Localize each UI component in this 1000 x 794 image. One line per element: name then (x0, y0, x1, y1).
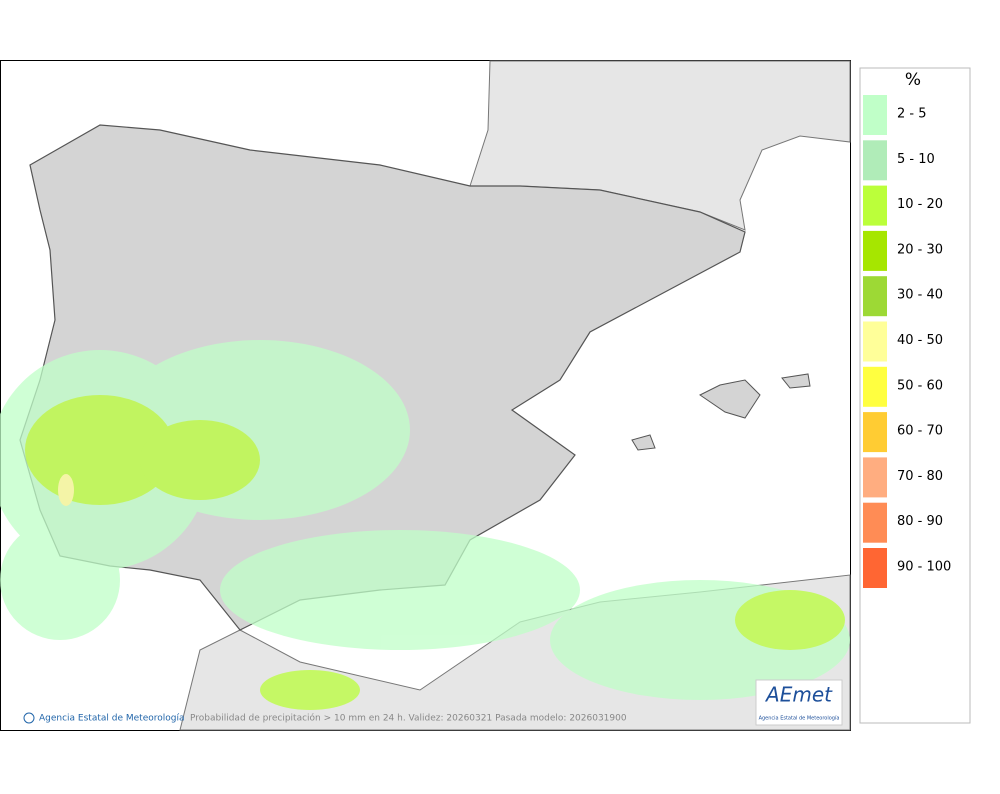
legend-swatch (863, 457, 887, 498)
legend-swatch (863, 412, 887, 453)
precip-area (220, 530, 580, 650)
precipitation-areas (0, 340, 850, 710)
legend-swatch (863, 230, 887, 271)
legend-swatch (863, 276, 887, 317)
legend-label: 70 - 80 (897, 469, 943, 484)
ibiza (631, 434, 656, 451)
legend-label: 80 - 90 (897, 514, 943, 529)
copyright-icon (23, 712, 35, 724)
legend-swatch (863, 502, 887, 543)
precip-area (140, 420, 260, 500)
logo-name: AEmet (764, 683, 833, 707)
logo-subtitle: Agencia Estatal de Meteorología (759, 715, 840, 722)
precip-area (260, 670, 360, 710)
precip-area (0, 520, 120, 640)
legend-swatch (863, 321, 887, 362)
legend-swatch (863, 366, 887, 407)
legend-swatch (863, 185, 887, 226)
legend-swatch (863, 95, 887, 135)
legend-items: 2 - 5 5 - 10 10 - 20 20 - 30 30 - 40 40 - 50 5… (863, 95, 951, 588)
legend-swatch (863, 548, 887, 588)
legend-label: 2 - 5 (897, 107, 927, 122)
mallorca (699, 379, 761, 419)
legend-label: 90 - 100 (897, 560, 951, 575)
legend-label: 40 - 50 (897, 333, 943, 348)
footer-description: Probabilidad de precipitación > 10 mm en… (190, 713, 627, 724)
legend-title: % (905, 70, 921, 90)
legend-label: 60 - 70 (897, 424, 943, 439)
menorca (781, 373, 811, 389)
footer-agency: Agencia Estatal de Meteorología (39, 714, 185, 724)
legend-label: 5 - 10 (897, 152, 935, 167)
legend-label: 10 - 20 (897, 197, 943, 212)
logo-box (755, 679, 843, 726)
precip-area (735, 590, 845, 650)
legend-swatch (863, 140, 887, 181)
legend-label: 50 - 60 (897, 378, 943, 393)
legend-label: 20 - 30 (897, 242, 943, 257)
legend-label: 30 - 40 (897, 288, 943, 303)
precip-area (58, 474, 74, 506)
